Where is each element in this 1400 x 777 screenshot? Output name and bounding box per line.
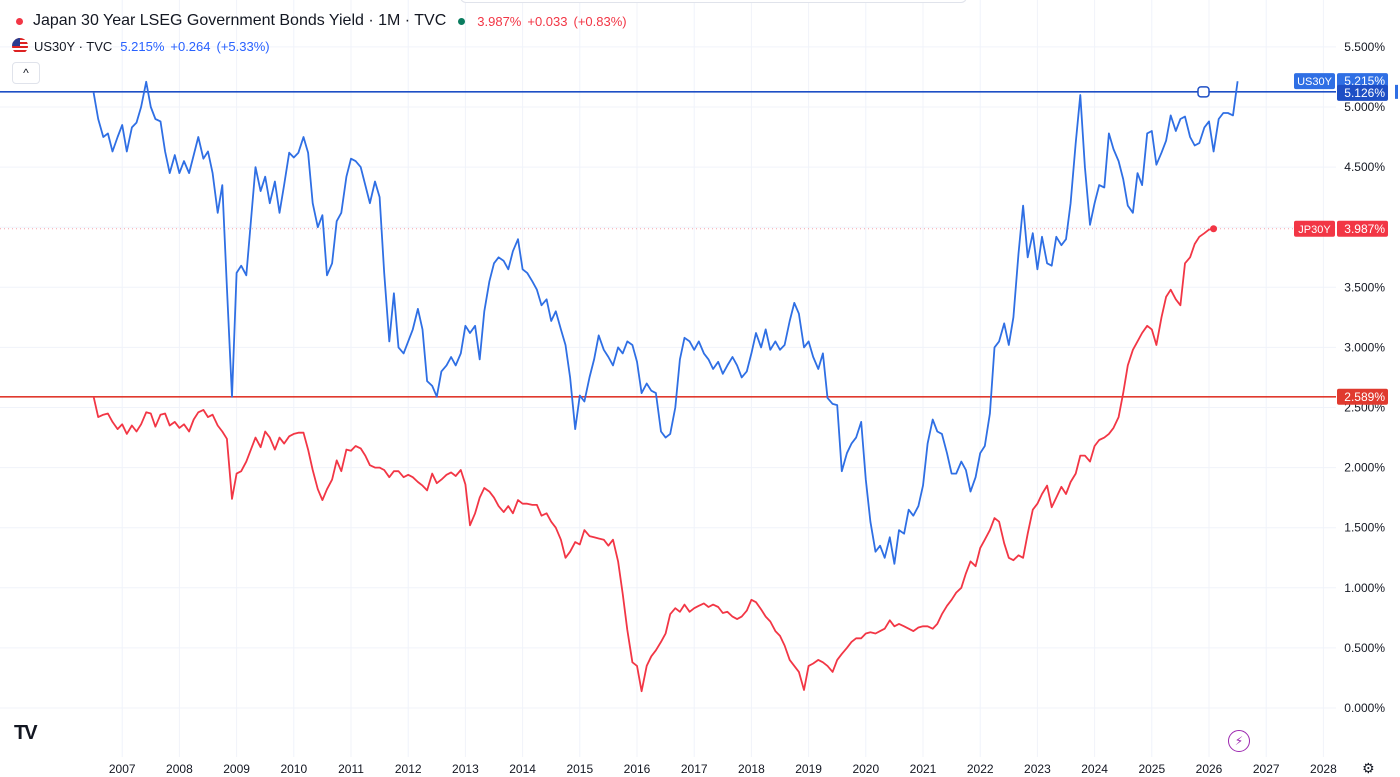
x-tick-label: 2024	[1081, 762, 1108, 776]
market-status-dot-icon[interactable]	[458, 17, 466, 25]
x-tick-label: 2026	[1196, 762, 1223, 776]
y-tick-label: 4.500%	[1344, 160, 1385, 174]
jp30y-value-text: 3.987%	[1344, 222, 1385, 236]
y-tick-label: 2.000%	[1344, 461, 1385, 475]
compare-series-value: 5.215%	[120, 38, 165, 54]
us30y-series-line[interactable]	[92, 80, 1239, 565]
y-tick-label: 5.000%	[1344, 100, 1385, 114]
jp30y-value-tag	[1337, 220, 1388, 237]
jp30y-series-line[interactable]	[92, 227, 1214, 693]
compare-series-symbol[interactable]: US30Y · TVC	[34, 38, 113, 54]
x-tick-label: 2008	[166, 762, 193, 776]
chart-series	[92, 80, 1239, 693]
x-tick-label: 2011	[338, 762, 364, 776]
legend-compare-row[interactable]: US30Y · TVC 5.215% +0.264 (+5.33%)	[12, 38, 270, 54]
blue-hline-value-text: 5.126%	[1344, 86, 1385, 100]
line-drag-handle[interactable]	[1197, 86, 1210, 98]
us-flag-icon	[12, 38, 28, 54]
jp30y-name-text: JP30Y	[1298, 224, 1331, 236]
y-tick-label: 0.500%	[1344, 641, 1385, 655]
x-tick-label: 2025	[1138, 762, 1165, 776]
blue-hline-value-tag	[1337, 84, 1388, 101]
y-tick-label: 1.000%	[1344, 581, 1385, 595]
collapse-legend-button[interactable]: ^	[12, 62, 40, 84]
lightning-bolt-icon[interactable]: ⚡	[1228, 730, 1250, 752]
horizontal-lines[interactable]	[0, 91, 1336, 398]
scale-marker	[1395, 84, 1398, 99]
tradingview-logo[interactable]: TV	[14, 722, 38, 744]
x-tick-label: 2021	[910, 762, 937, 776]
y-tick-label: 3.000%	[1344, 340, 1385, 354]
x-tick-label: 2012	[395, 762, 422, 776]
y-tick-label: 0.000%	[1344, 701, 1385, 715]
top-panel-tab[interactable]	[460, 0, 967, 3]
compare-series-change: +0.264	[170, 38, 211, 54]
chevron-up-icon: ^	[23, 66, 29, 80]
x-tick-label: 2017	[681, 762, 708, 776]
red-hline-value-text: 2.589%	[1344, 390, 1385, 404]
x-tick-label: 2028	[1310, 762, 1337, 776]
x-tick-label: 2007	[109, 762, 136, 776]
compare-series-change-pct: (+5.33%)	[216, 38, 270, 54]
main-series-value: 3.987%	[477, 13, 522, 29]
x-axis[interactable]: 2007 2008 2009 2010 2011 2012 2013 2014 2015 2016…	[109, 762, 1337, 776]
price-labels: US30Y 5.215%5.126% JP30Y 3.987% 2.589%	[1294, 73, 1398, 405]
x-tick-label: 2010	[280, 762, 307, 776]
x-tick-label: 2019	[795, 762, 822, 776]
x-tick-label: 2016	[624, 762, 651, 776]
x-tick-label: 2020	[852, 762, 879, 776]
x-tick-label: 2013	[452, 762, 479, 776]
jp30y-last-point	[1210, 225, 1218, 233]
legend-main-row[interactable]: Japan 30 Year LSEG Government Bonds Yiel…	[16, 12, 627, 30]
x-tick-label: 2014	[509, 762, 536, 776]
jp30y-name-tag	[1294, 220, 1335, 237]
us30y-value-text: 5.215%	[1344, 74, 1385, 88]
us30y-name-tag	[1294, 73, 1335, 90]
gear-icon[interactable]: ⚙	[1362, 760, 1375, 776]
x-tick-label: 2009	[223, 762, 250, 776]
grid-lines	[0, 0, 1336, 757]
main-series-change: +0.033	[527, 13, 568, 29]
y-tick-label: 5.500%	[1344, 40, 1385, 54]
red-hline-value-tag	[1337, 388, 1388, 405]
y-tick-label: 1.500%	[1344, 521, 1385, 535]
y-tick-label: 3.500%	[1344, 280, 1385, 294]
main-series-change-pct: (+0.83%)	[573, 13, 627, 29]
x-tick-label: 2022	[967, 762, 994, 776]
x-tick-label: 2027	[1253, 762, 1280, 776]
x-tick-label: 2023	[1024, 762, 1051, 776]
y-axis[interactable]: 0.000%0.500%1.000%1.500%2.000%2.500%3.00…	[1344, 40, 1385, 715]
main-series-title[interactable]: Japan 30 Year LSEG Government Bonds Yiel…	[33, 12, 447, 29]
main-series-dot-icon	[16, 17, 23, 25]
x-tick-label: 2018	[738, 762, 765, 776]
us30y-name-text: US30Y	[1297, 76, 1333, 88]
x-tick-label: 2015	[566, 762, 593, 776]
